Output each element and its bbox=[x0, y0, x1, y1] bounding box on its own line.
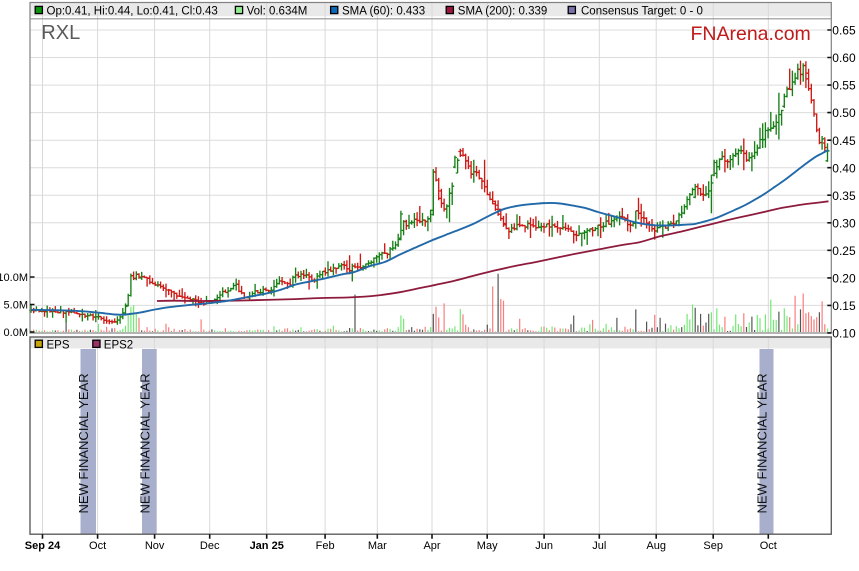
svg-text:May: May bbox=[477, 540, 498, 552]
svg-text:0.10: 0.10 bbox=[832, 327, 856, 341]
svg-text:5.0M: 5.0M bbox=[4, 300, 28, 312]
svg-text:RXL: RXL bbox=[41, 22, 80, 44]
svg-text:Oct: Oct bbox=[760, 540, 777, 552]
svg-text:Feb: Feb bbox=[316, 540, 335, 552]
svg-text:0.55: 0.55 bbox=[832, 79, 856, 93]
svg-text:Apr: Apr bbox=[423, 540, 440, 552]
svg-text:0.65: 0.65 bbox=[832, 24, 856, 38]
svg-text:0.50: 0.50 bbox=[832, 106, 856, 120]
svg-text:Vol: 0.634M: Vol: 0.634M bbox=[247, 6, 308, 18]
svg-text:Dec: Dec bbox=[200, 540, 220, 552]
svg-text:NEW FINANCIAL YEAR: NEW FINANCIAL YEAR bbox=[76, 373, 91, 513]
svg-text:FNArena.com: FNArena.com bbox=[691, 23, 811, 45]
svg-text:Sep: Sep bbox=[703, 540, 723, 552]
svg-text:EPS: EPS bbox=[47, 339, 70, 351]
svg-text:Op:0.41, Hi:0.44, Lo:0.41, Cl:: Op:0.41, Hi:0.44, Lo:0.41, Cl:0.43 bbox=[47, 6, 218, 18]
svg-text:NEW FINANCIAL YEAR: NEW FINANCIAL YEAR bbox=[137, 373, 152, 513]
svg-text:Jun: Jun bbox=[535, 540, 553, 552]
svg-text:Jul: Jul bbox=[592, 540, 606, 552]
svg-text:Sep 24: Sep 24 bbox=[25, 540, 61, 552]
svg-text:EPS2: EPS2 bbox=[104, 339, 133, 351]
svg-text:Nov: Nov bbox=[145, 540, 165, 552]
svg-text:Mar: Mar bbox=[368, 540, 387, 552]
svg-text:0.45: 0.45 bbox=[832, 134, 856, 148]
svg-text:0.15: 0.15 bbox=[832, 299, 856, 313]
svg-text:0.30: 0.30 bbox=[832, 216, 856, 230]
svg-text:SMA (200): 0.339: SMA (200): 0.339 bbox=[458, 6, 548, 18]
svg-text:0.25: 0.25 bbox=[832, 244, 856, 258]
svg-text:Oct: Oct bbox=[89, 540, 106, 552]
svg-text:0.35: 0.35 bbox=[832, 189, 856, 203]
svg-text:10.0M: 10.0M bbox=[0, 272, 28, 284]
svg-text:0.20: 0.20 bbox=[832, 272, 856, 286]
svg-text:0.40: 0.40 bbox=[832, 161, 856, 175]
svg-text:NEW FINANCIAL YEAR: NEW FINANCIAL YEAR bbox=[755, 373, 770, 513]
svg-text:Jan 25: Jan 25 bbox=[250, 540, 284, 552]
svg-text:SMA (60): 0.433: SMA (60): 0.433 bbox=[342, 6, 425, 18]
svg-text:0.60: 0.60 bbox=[832, 51, 856, 65]
svg-text:Consensus Target: 0 - 0: Consensus Target: 0 - 0 bbox=[581, 6, 703, 18]
svg-text:0.0M: 0.0M bbox=[4, 327, 28, 339]
svg-text:Aug: Aug bbox=[646, 540, 666, 552]
